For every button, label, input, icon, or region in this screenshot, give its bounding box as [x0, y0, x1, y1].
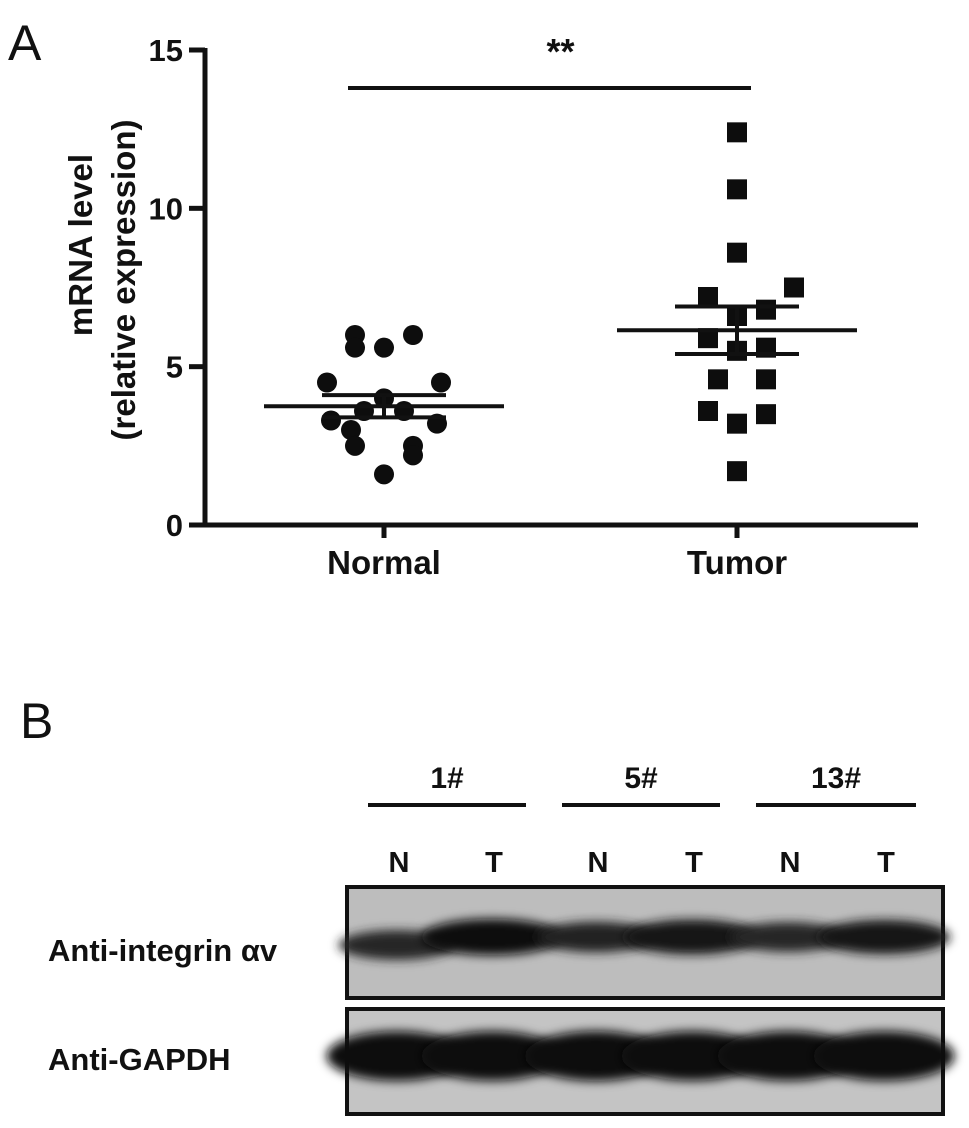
data-point-circle — [345, 435, 365, 456]
data-point-circle — [321, 410, 341, 431]
group-label: 13# — [811, 762, 861, 795]
blot-band — [729, 922, 847, 952]
lane-label: N — [389, 847, 410, 879]
lane-label: T — [485, 847, 503, 879]
y-axis-label-line1: mRNA level — [62, 154, 99, 336]
data-point-square — [727, 461, 747, 482]
lane-label: T — [877, 847, 895, 879]
data-point-circle — [374, 337, 394, 358]
data-point-square — [727, 413, 747, 434]
group-label: 1# — [430, 762, 464, 795]
data-points — [317, 122, 804, 485]
group-label: 5# — [624, 762, 658, 795]
blot-row-integrin: Anti-integrin αv — [48, 885, 950, 1000]
data-point-square — [756, 369, 776, 390]
blot-band — [818, 920, 950, 954]
axes — [202, 48, 918, 538]
mean-sem-bars — [264, 304, 857, 420]
y-tick-label: 10 — [149, 191, 183, 226]
blot-row-gapdh: Anti-GAPDH — [48, 1007, 955, 1116]
data-point-square — [727, 122, 747, 143]
y-tick-label: 0 — [166, 508, 183, 543]
scatter-chart: mRNA level (relative expression) 051015 … — [62, 31, 918, 581]
x-tick-label: Normal — [327, 544, 441, 581]
data-point-square — [756, 404, 776, 425]
blot-band — [624, 919, 760, 955]
blot-band — [421, 918, 563, 956]
x-tick-labels: Normal Tumor — [327, 544, 787, 581]
data-point-square — [708, 369, 728, 390]
data-point-square — [727, 242, 747, 263]
panel-a-letter: A — [8, 15, 42, 71]
data-point-circle — [374, 464, 394, 485]
data-point-circle — [403, 325, 423, 345]
lane-label: T — [685, 847, 703, 879]
data-point-circle — [341, 420, 361, 440]
y-tick-label: 5 — [166, 350, 183, 385]
significance-label: ** — [546, 31, 574, 72]
blot-row-label: Anti-integrin αv — [48, 933, 278, 968]
panel-b-letter: B — [20, 693, 53, 749]
blot-band — [813, 1031, 955, 1081]
blot-rows: Anti-integrin αv Anti-GAPDH — [48, 885, 955, 1116]
x-tick-label: Tumor — [687, 544, 787, 581]
data-point-square — [756, 299, 776, 320]
data-point-circle — [317, 372, 337, 393]
y-axis-label-line2: (relative expression) — [105, 120, 142, 441]
lane-label: N — [588, 847, 609, 879]
y-ticks: 0 5 10 15 — [149, 33, 205, 543]
lane-label: N — [780, 847, 801, 879]
y-axis-title: mRNA level (relative expression) — [62, 120, 142, 441]
data-point-circle — [431, 372, 451, 393]
blot-row-label: Anti-GAPDH — [48, 1042, 231, 1077]
blot-band — [421, 1031, 563, 1081]
y-tick-label: 15 — [149, 33, 183, 68]
data-point-square — [784, 277, 804, 298]
blot-band — [536, 921, 656, 953]
data-point-circle — [403, 445, 423, 466]
significance-bracket: ** — [348, 31, 751, 90]
data-point-square — [727, 179, 747, 200]
data-point-square — [698, 287, 718, 307]
sample-groups: 1# 5# 13# — [368, 762, 916, 807]
data-point-square — [698, 328, 718, 349]
data-point-circle — [345, 337, 365, 358]
western-blot: 1# 5# 13# N T N T N T Anti-integrin αv Anti-GAPD… — [48, 762, 955, 1116]
data-point-square — [698, 401, 718, 421]
